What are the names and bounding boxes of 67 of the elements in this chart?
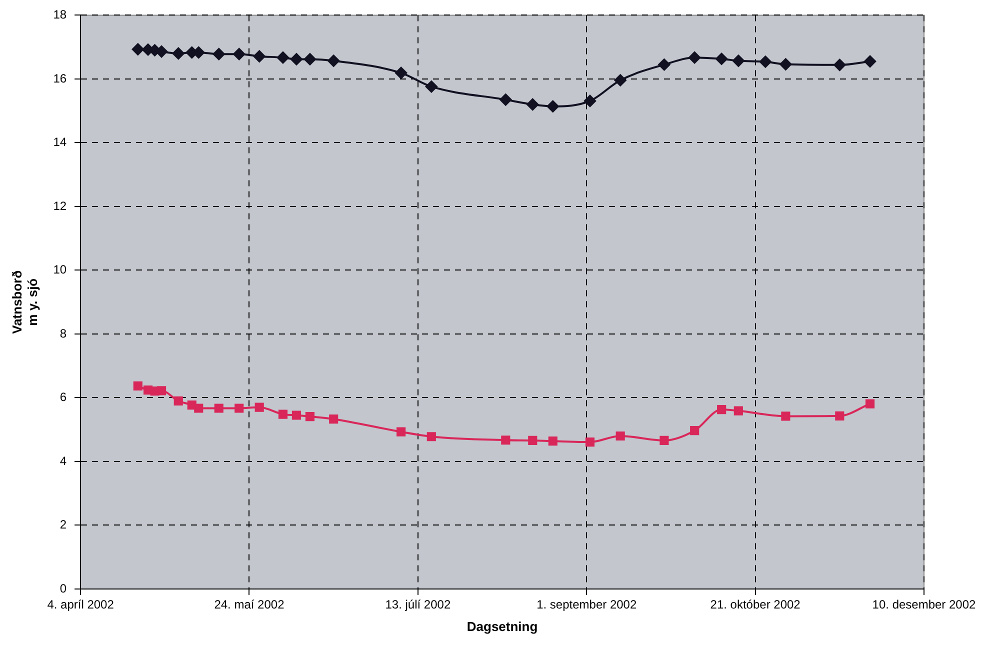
y-tick-label: 12: [53, 198, 67, 213]
x-tick-label: 21. október 2002: [710, 598, 801, 612]
y-tick-label: 14: [53, 135, 67, 150]
point: [759, 56, 772, 68]
y-tick-label: 6: [60, 390, 67, 404]
x-tick-label: 1. september 2002: [536, 598, 637, 612]
point: [174, 396, 183, 406]
y-tick-label: 18: [53, 8, 67, 22]
point: [214, 404, 224, 413]
point: [425, 80, 438, 93]
point: [526, 98, 539, 110]
y-tick-label: 0: [60, 581, 67, 596]
point: [658, 58, 670, 71]
point: [290, 53, 302, 66]
x-tick-label: 4. apríl 2002: [47, 598, 114, 612]
y-tick-label: 10: [53, 262, 67, 277]
x-tick-label: 24. maí 2002: [214, 598, 285, 612]
point: [734, 406, 743, 416]
point: [528, 436, 538, 445]
point: [690, 426, 700, 436]
point: [688, 52, 701, 64]
point: [304, 53, 316, 66]
point: [780, 58, 792, 70]
point: [500, 94, 512, 106]
x-axis-title: Dagsetning: [466, 618, 538, 634]
y-tick-label: 8: [60, 326, 67, 340]
point: [616, 431, 625, 441]
point: [156, 386, 166, 396]
point: [660, 436, 669, 445]
point: [305, 412, 314, 422]
point: [584, 94, 596, 107]
point: [172, 47, 184, 60]
point: [426, 432, 436, 442]
point: [865, 399, 875, 408]
point: [548, 436, 558, 446]
point: [212, 48, 225, 60]
point: [614, 74, 626, 86]
point: [716, 52, 728, 65]
point: [133, 381, 142, 390]
point: [276, 52, 289, 64]
y-tick-label: 2: [60, 518, 67, 532]
y-tick-label: 4: [60, 454, 67, 468]
point: [194, 404, 204, 413]
point: [233, 48, 246, 60]
point: [396, 427, 406, 436]
point: [328, 54, 340, 67]
point: [329, 414, 338, 424]
x-tick-label: 13. júlí 2002: [385, 598, 451, 612]
point: [234, 404, 244, 413]
point: [132, 43, 144, 56]
y-axis-title: Vatnsborð m y. sjó: [9, 270, 40, 334]
point: [546, 100, 559, 112]
point: [585, 438, 595, 447]
point: [395, 66, 408, 79]
point: [254, 402, 264, 412]
point: [864, 55, 876, 68]
point: [732, 54, 744, 67]
point: [278, 410, 288, 419]
point: [501, 436, 510, 445]
point: [835, 411, 844, 420]
x-tick-label: 10. desember 2002: [872, 598, 976, 612]
point: [717, 404, 726, 414]
point: [253, 50, 266, 62]
point: [781, 412, 790, 421]
y-tick-label: 16: [53, 71, 67, 86]
point: [292, 410, 302, 420]
point: [834, 58, 846, 71]
